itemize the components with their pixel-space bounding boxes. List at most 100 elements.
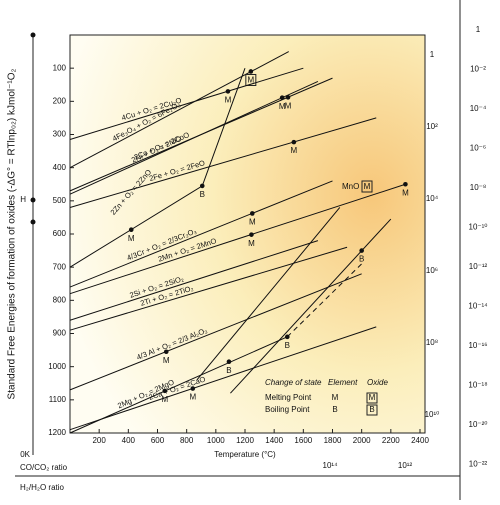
legend-element: B	[332, 405, 337, 414]
state-point	[162, 388, 168, 394]
inner-scale-label: 10⁸	[426, 338, 438, 347]
y-tick-label: 900	[53, 329, 67, 338]
oxide-box-label: M	[364, 182, 371, 191]
state-point	[199, 183, 205, 189]
reaction-line	[69, 273, 362, 391]
inner-scale-label: 10⁶	[426, 266, 438, 275]
y-tick-label: 200	[53, 96, 67, 105]
outer-scale-label: 10⁻²⁰	[469, 420, 488, 429]
state-label: M	[161, 395, 168, 404]
left-dot	[30, 32, 36, 38]
reaction-line	[69, 67, 304, 140]
inner-scale-label: 10⁴	[426, 194, 439, 203]
state-label: M	[248, 239, 255, 248]
state-label: M	[279, 102, 286, 111]
outer-scale-label: 10⁻¹⁸	[468, 381, 487, 390]
state-point	[249, 211, 255, 216]
reaction-line	[69, 326, 377, 431]
outer-scale-label: 10⁻¹²	[469, 262, 488, 271]
state-point	[403, 181, 408, 187]
state-label: B	[285, 341, 290, 350]
reaction-line	[69, 117, 377, 208]
x-tick-label: 1800	[324, 436, 342, 445]
state-point	[190, 386, 196, 391]
outer-scale-label: 1	[476, 25, 481, 34]
oxide-label: MnO	[342, 182, 359, 191]
state-label: M	[402, 188, 409, 197]
outer-scale-label: 10⁻²²	[469, 460, 488, 469]
co-tick-label: 10¹⁴	[323, 461, 339, 470]
y-tick-label: 1100	[49, 395, 67, 404]
outer-scale-label: 10⁻⁸	[470, 183, 487, 192]
state-label: M	[163, 356, 170, 365]
y-tick-label: 700	[53, 262, 67, 271]
left-label: H	[20, 195, 26, 204]
y-tick-label: 600	[53, 229, 67, 238]
x-tick-label: 400	[122, 436, 136, 445]
legend-label: Boiling Point	[265, 405, 310, 414]
legend-oxide: M	[369, 393, 376, 402]
y-label: Standard Free Energies of formation of o…	[7, 68, 18, 399]
state-label: B	[359, 255, 364, 264]
legend-title: Change of state	[265, 378, 322, 387]
inner-scale-label: 10¹⁰	[425, 410, 440, 419]
h2-label: H₂/H₂O ratio	[20, 483, 65, 492]
x-tick-label: 1000	[207, 436, 225, 445]
legend-oxide: B	[369, 405, 374, 414]
state-label: M	[128, 234, 135, 243]
left-dot	[30, 219, 36, 225]
state-point	[291, 139, 297, 145]
inner-scale-label: 1	[430, 50, 435, 59]
state-point	[128, 227, 134, 232]
inner-scale-label: 10²	[426, 122, 438, 131]
state-point	[359, 248, 364, 253]
state-label: B	[200, 190, 205, 199]
state-point	[163, 349, 169, 355]
state-point	[248, 69, 254, 74]
outer-scale-label: 10⁻¹⁶	[468, 341, 487, 350]
x-tick-label: 600	[151, 436, 165, 445]
state-label: B	[226, 366, 231, 375]
outer-scale-label: 10⁻⁶	[470, 144, 486, 153]
outer-scale-label: 10⁻¹⁴	[468, 302, 488, 311]
y-tick-label: 300	[53, 130, 67, 139]
outer-scale-label: 10⁻¹⁰	[469, 223, 488, 232]
y-tick-label: 400	[53, 163, 67, 172]
state-label: M	[225, 95, 232, 104]
legend-box	[366, 392, 378, 404]
legend-element: Element	[328, 378, 358, 387]
state-box	[245, 73, 257, 86]
outer-scale-label: 10⁻²	[470, 65, 486, 74]
reaction-line	[69, 183, 406, 295]
state-label: M	[247, 76, 254, 85]
x-tick-label: 800	[180, 436, 194, 445]
state-label: M	[291, 146, 298, 155]
x-tick-label: 2400	[411, 436, 429, 445]
x-tick-label: 2000	[353, 436, 371, 445]
co-label: CO/CO₂ ratio	[20, 463, 68, 472]
x-tick-label: 1200	[236, 436, 254, 445]
reaction-line	[230, 218, 392, 394]
y-tick-label: 100	[53, 63, 67, 72]
reaction-line	[69, 180, 333, 288]
legend-label: Melting Point	[265, 393, 312, 402]
legend-box	[366, 404, 378, 416]
reaction-line	[69, 246, 348, 331]
y-tick-label: 800	[53, 295, 67, 304]
y-tick-label: 1000	[48, 362, 66, 371]
x-tick-label: 1400	[265, 436, 283, 445]
state-point	[249, 232, 254, 237]
x-tick-label: 200	[92, 436, 106, 445]
left-dot	[30, 197, 36, 203]
reaction-line	[196, 207, 341, 381]
reaction-line	[69, 336, 288, 434]
state-label: M	[249, 218, 256, 227]
legend-oxide: Oxide	[367, 378, 388, 387]
reaction-line	[69, 240, 319, 321]
legend-element: M	[332, 393, 339, 402]
state-label: M	[285, 101, 292, 110]
state-point	[226, 359, 232, 364]
co-tick-label: 10¹²	[398, 461, 413, 470]
left-label: 0K	[20, 450, 30, 459]
